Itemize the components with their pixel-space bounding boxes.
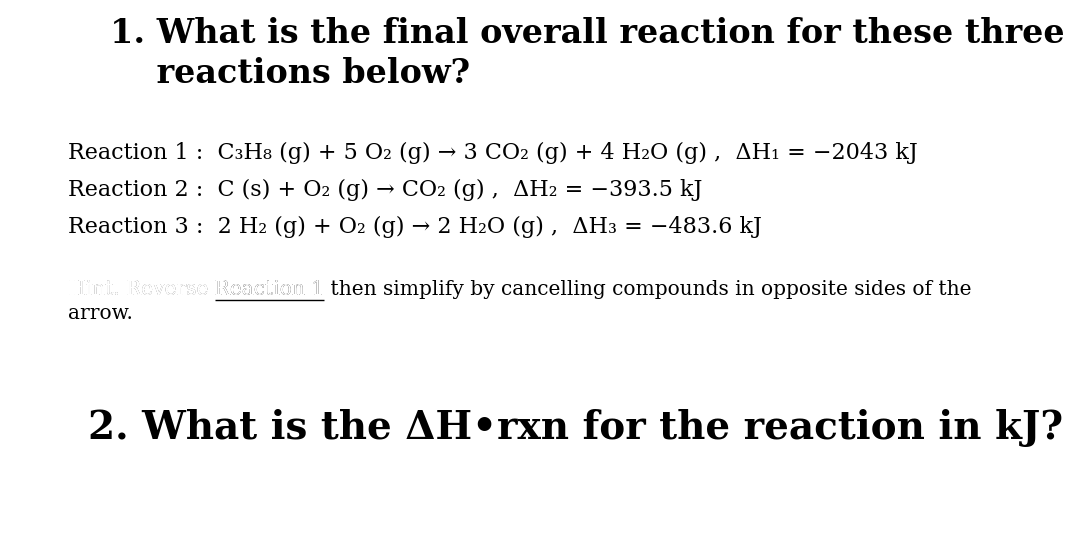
Text: Reaction 1 :  C₃H₈ (g) + 5 O₂ (g) → 3 CO₂ (g) + 4 H₂O (g) ,  ΔH₁ = −2043 kJ: Reaction 1 : C₃H₈ (g) + 5 O₂ (g) → 3 CO₂…: [68, 142, 918, 164]
Text: Hint. Reverse: Hint. Reverse: [68, 280, 215, 299]
Text: 1. What is the final overall reaction for these three: 1. What is the final overall reaction fo…: [110, 17, 1065, 50]
Text: reactions below?: reactions below?: [110, 57, 470, 90]
Text: Hint. Reverse Reaction 1: Hint. Reverse Reaction 1: [68, 280, 324, 299]
Text: 2. What is the ΔH•rxn for the reaction in kJ?: 2. What is the ΔH•rxn for the reaction i…: [87, 409, 1063, 447]
Text: Reaction 3 :  2 H₂ (g) + O₂ (g) → 2 H₂O (g) ,  ΔH₃ = −483.6 kJ: Reaction 3 : 2 H₂ (g) + O₂ (g) → 2 H₂O (…: [68, 216, 761, 238]
Text: arrow.: arrow.: [68, 304, 133, 323]
Text: Reaction 2 :  C (s) + O₂ (g) → CO₂ (g) ,  ΔH₂ = −393.5 kJ: Reaction 2 : C (s) + O₂ (g) → CO₂ (g) , …: [68, 179, 702, 201]
Text: Hint. Reverse Reaction 1 then simplify by cancelling compounds in opposite sides: Hint. Reverse Reaction 1 then simplify b…: [68, 280, 972, 299]
